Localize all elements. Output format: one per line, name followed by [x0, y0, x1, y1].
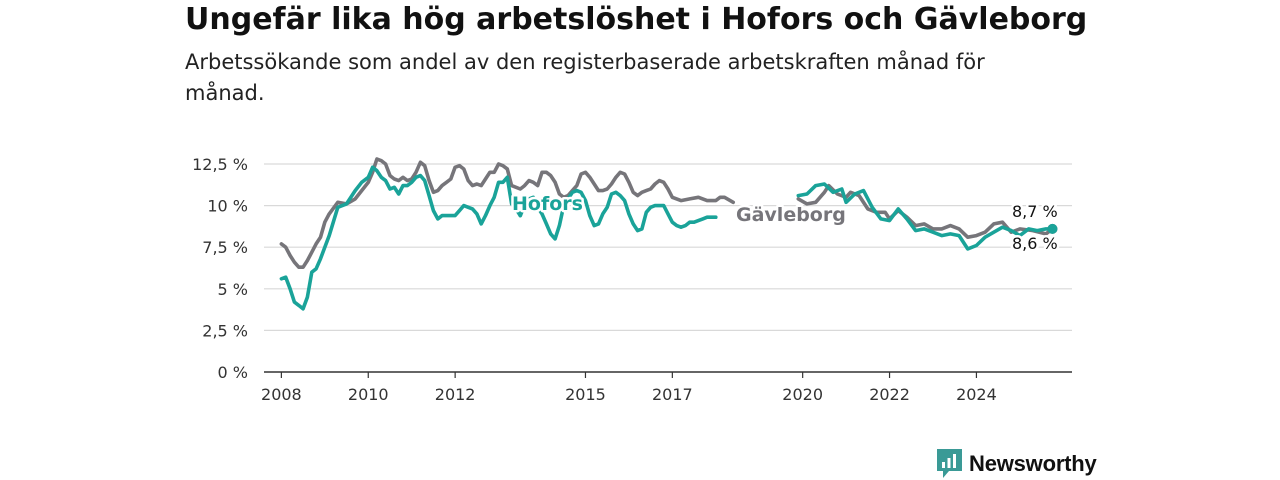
- x-tick-label: 2024: [956, 385, 997, 404]
- end-label-gavleborg: 8,7 %: [1012, 202, 1058, 221]
- x-tick-label: 2015: [565, 385, 606, 404]
- y-tick-label: 2,5 %: [202, 321, 248, 340]
- x-tick-label: 2022: [869, 385, 910, 404]
- y-tick-label: 0 %: [218, 363, 248, 382]
- x-tick-label: 2020: [782, 385, 823, 404]
- y-tick-label: 10 %: [207, 197, 248, 216]
- series-line-gavleborg: [796, 183, 1055, 239]
- newsworthy-brand[interactable]: Newsworthy: [937, 449, 1097, 479]
- end-label-hofors: 8,6 %: [1012, 234, 1058, 253]
- chart-subtitle: Arbetssökande som andel av den registerb…: [185, 50, 985, 105]
- x-tick-label: 2008: [261, 385, 302, 404]
- grid-lines: [264, 163, 1072, 373]
- x-tick-label: 2017: [652, 385, 693, 404]
- series-line-gavleborg: [279, 157, 735, 269]
- series-line-hofors: [518, 188, 718, 241]
- series-label-gavleborg: Gävleborg: [736, 204, 846, 226]
- brand-name: Newsworthy: [969, 451, 1097, 476]
- series-line-hofors: [796, 182, 1055, 251]
- series-line-hofors: [279, 165, 523, 311]
- y-axis-ticks: 0 % 2,5 % 5 % 7,5 % 10 % 12,5 %: [192, 155, 248, 382]
- x-tick-label: 2010: [348, 385, 389, 404]
- y-tick-label: 5 %: [218, 280, 248, 299]
- y-tick-label: 7,5 %: [202, 238, 248, 257]
- x-axis-ticks: 2008 2010 2012 2015 2017 2020 2022 2024: [261, 372, 997, 404]
- y-tick-label: 12,5 %: [192, 155, 248, 174]
- newsworthy-logo-icon: [937, 449, 962, 478]
- series-label-hofors: Hofors: [512, 193, 583, 215]
- series-lines: [279, 157, 1058, 311]
- chart-title: Ungefär lika hög arbetslöshet i Hofors o…: [185, 2, 1088, 37]
- end-point-hofors: [1047, 223, 1058, 234]
- x-tick-label: 2012: [435, 385, 476, 404]
- series-labels: Hofors Gävleborg 8,7 % 8,6 %: [510, 191, 1061, 256]
